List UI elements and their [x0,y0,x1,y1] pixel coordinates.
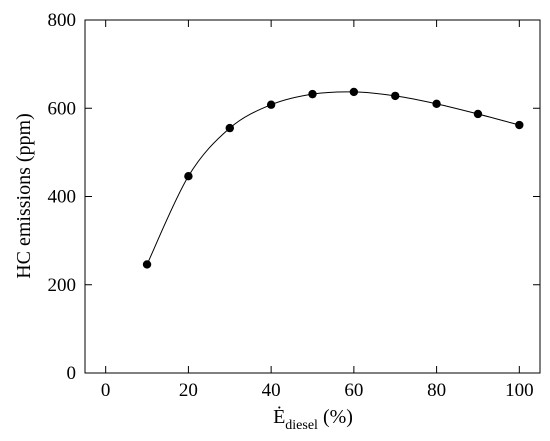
data-point [515,120,524,130]
y-tick-label: 400 [48,187,77,208]
series-line [146,91,520,265]
data-point [225,123,234,133]
x-axis-label-unit: (%) [323,406,353,428]
x-axis-ticks: 0 20 40 60 80 100 [101,20,534,401]
data-point [308,89,317,99]
x-tick-label: 100 [505,380,534,401]
y-tick-label: 600 [48,98,77,119]
y-axis-label: HC emissions (ppm) [13,113,35,279]
data-point [391,91,400,101]
data-points [142,87,524,269]
y-tick-label: 200 [48,275,77,296]
x-axis-label: Ėdiesel (%) [273,405,353,433]
x-axis-label-symbol: Ė [273,405,285,428]
data-point [184,172,193,181]
data-point [266,100,276,109]
data-point [432,99,441,109]
data-point [142,260,152,269]
x-tick-label: 80 [427,380,446,401]
y-tick-label: 800 [48,10,77,31]
plot-frame [84,19,541,374]
x-axis-label-subscript: diesel [285,418,318,433]
x-tick-label: 60 [344,380,363,401]
x-tick-label: 20 [179,380,198,401]
data-point [349,87,359,97]
x-tick-label: 40 [262,380,281,401]
data-point [473,109,483,119]
x-tick-label: 0 [101,380,111,401]
y-tick-label: 0 [67,363,77,384]
y-axis-ticks: 0 200 400 600 800 [48,10,540,384]
